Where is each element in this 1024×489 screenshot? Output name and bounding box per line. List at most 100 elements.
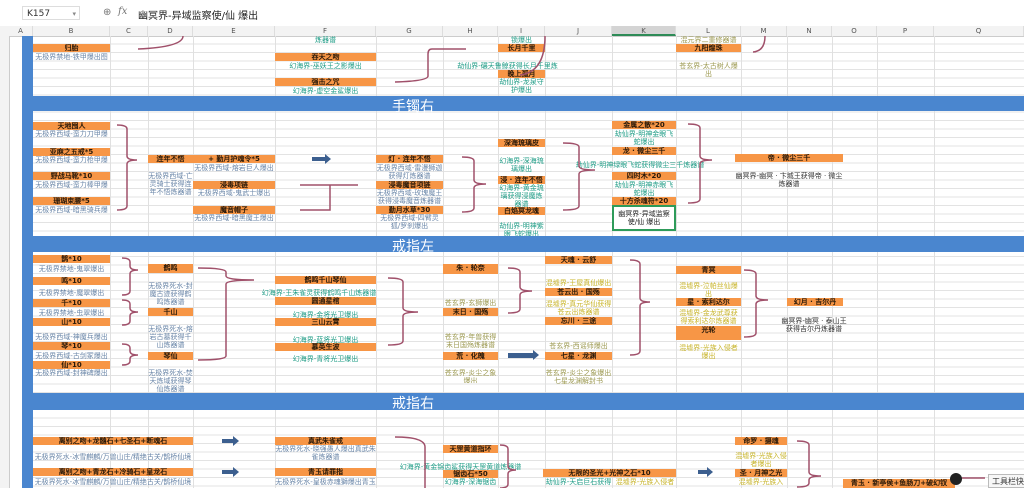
item-name-cell[interactable]: 真武朱雀戒: [275, 437, 376, 445]
source-note-cell[interactable]: 幻海界-黄金锦齿鲨获得天罡黄道炼器谱: [399, 463, 522, 471]
chevron-down-icon[interactable]: ▾: [72, 10, 76, 18]
source-note-cell[interactable]: 无极界死水-冰雪麒麟/万兽山庄/精绝古关/鹊桥仙境: [34, 453, 192, 461]
source-note-cell[interactable]: 幻海界-深海锯齿: [444, 478, 497, 486]
source-note-cell[interactable]: 幻海界-蓝将光卫爆出: [292, 336, 359, 344]
column-header-a[interactable]: A: [9, 26, 33, 36]
source-note-cell[interactable]: 苍玄界-西谣师爆出: [549, 342, 608, 350]
item-name-cell[interactable]: 强击之咒: [275, 78, 376, 86]
item-name-cell[interactable]: 苍云出 · 国殇: [545, 288, 612, 296]
source-note-cell[interactable]: 苍玄界-炎尘之象爆出七星龙渊解封书: [545, 369, 612, 385]
item-name-cell[interactable]: 龙 · 微尘三千: [612, 147, 676, 155]
item-name-cell[interactable]: 浸毒魔音项链: [376, 181, 443, 189]
source-note-cell[interactable]: 幻海界-王朱雀灵获得鹤鸣千山炼器谱: [261, 289, 377, 297]
source-note-cell[interactable]: 混墟界-真元华仙获得苍云出炼器谱: [545, 300, 612, 316]
item-name-cell[interactable]: 离别之吻+龙髓石+七圣石+断魂石: [33, 437, 193, 445]
source-note-cell[interactable]: 劫仙界-明神紫眼飞蛇爆出: [499, 222, 544, 236]
source-note-cell[interactable]: 无极界西域-四臂灵狐/罗刹爆出: [380, 214, 439, 230]
column-header-j[interactable]: J: [545, 26, 612, 36]
column-header-p[interactable]: P: [877, 26, 934, 36]
source-note-cell[interactable]: 无极界西域-熔岩巨人爆出: [194, 164, 274, 172]
item-name-cell[interactable]: 浸毒项链: [193, 181, 275, 189]
column-header-o[interactable]: O: [832, 26, 877, 36]
column-header-m[interactable]: M: [741, 26, 787, 36]
item-name-cell[interactable]: 晚上孤月: [498, 70, 545, 78]
source-note-cell[interactable]: 无极界西域-蛮力棒甲爆出: [35, 181, 108, 189]
item-name-cell[interactable]: 鹤鸣: [148, 264, 193, 273]
source-note-cell[interactable]: 混墟界-王屋真仙爆出: [545, 279, 612, 287]
source-note-cell[interactable]: 混墟界-光族入: [738, 478, 784, 486]
source-note-cell[interactable]: 幻海界-虚空金鲨爆出: [292, 87, 359, 95]
item-name-cell[interactable]: 荒 · 化魄: [443, 352, 498, 360]
source-note-cell[interactable]: 劫仙界-碾天鲁鲸获得长月千里炼器谱: [457, 62, 558, 70]
source-note-cell[interactable]: 劫仙界-天启巨石获得: [545, 478, 612, 486]
item-name-cell[interactable]: 鸣*10: [33, 277, 110, 285]
source-note-cell[interactable]: 无极界西域-鬼武士爆出: [197, 189, 271, 197]
item-name-cell[interactable]: 忘川 · 三途: [545, 317, 612, 325]
source-note-cell[interactable]: 劫仙界-明神金眼飞蛇爆出: [614, 130, 674, 146]
source-note-cell[interactable]: 幻海界-黄金琉璃获得浸魔炼器谱: [499, 184, 544, 207]
source-note-cell[interactable]: 无极界西域-暗黑魔王爆出: [194, 214, 274, 222]
item-name-cell[interactable]: 三山云霄: [275, 318, 376, 326]
zoom-icon[interactable]: ⊕: [103, 7, 112, 18]
column-header-d[interactable]: D: [148, 26, 193, 36]
source-note-cell[interactable]: 混墟界-光族入侵者爆出: [735, 452, 787, 467]
source-note-cell[interactable]: 苍玄界-炎尘之象爆出: [444, 369, 497, 383]
source-note-cell[interactable]: 劫仙界-明神绿眼飞蛇获得微尘三千炼器谱: [575, 161, 705, 169]
source-note-cell[interactable]: 混元界二重修器谱: [680, 36, 737, 44]
item-name-cell[interactable]: 金属之散*20: [612, 121, 676, 129]
source-note-cell[interactable]: 无极界西域-神魔兵爆出: [35, 333, 108, 341]
item-name-cell[interactable]: 灯 · 连年不悟: [376, 155, 443, 163]
source-note-cell[interactable]: 无极界禁地-虫翠爆出: [38, 309, 105, 317]
item-name-cell[interactable]: 亚麻之五戒*5: [33, 148, 110, 156]
source-note-cell[interactable]: 混墟界-金龙武尊获得索利达尔炼器谱: [679, 309, 738, 325]
source-note-cell[interactable]: 幻海界-金将光卫爆出: [292, 311, 359, 319]
item-name-cell[interactable]: 琴*10: [33, 342, 110, 350]
item-name-cell[interactable]: + 勤月护魂令*5: [193, 155, 275, 163]
source-note-cell[interactable]: 无极界西域-暗黑骑兵爆出: [35, 206, 108, 214]
item-name-cell[interactable]: 九阳煌珠: [676, 44, 741, 52]
source-note-cell[interactable]: 无极界死水-冰雪麒麟/万兽山庄/精绝古关/鹊桥仙境: [34, 478, 192, 486]
source-note-cell[interactable]: 幽冥界-幽冥 · 卞城王获得帝 · 微尘炼器谱: [735, 172, 843, 188]
column-header-k[interactable]: K: [612, 26, 676, 36]
item-name-cell[interactable]: 幻月 · 吉尔丹: [787, 298, 843, 306]
item-name-cell[interactable]: 珊瑚束腰*5: [33, 197, 110, 205]
name-box[interactable]: K157 ▾: [22, 6, 80, 20]
item-name-cell[interactable]: 无限的圣光+光神之石*10: [543, 469, 676, 477]
item-name-cell[interactable]: 圆通星棺: [275, 297, 376, 305]
selected-cell[interactable]: 幽冥界-异域监察使/仙 爆出: [612, 205, 676, 231]
column-header-i[interactable]: I: [498, 26, 545, 36]
item-name-cell[interactable]: 天地囤人: [33, 122, 110, 130]
source-note-cell[interactable]: 无极界西域-古剑冢爆出: [35, 352, 108, 360]
source-note-cell[interactable]: 劫仙界-明神赤眼飞蛇爆出: [614, 181, 674, 197]
source-note-cell[interactable]: 无极界禁地-魔翠爆出: [38, 289, 105, 297]
column-header-e[interactable]: E: [193, 26, 275, 36]
source-note-cell[interactable]: 无极界死水-封魔古迹获得鹤鸣炼器谱: [148, 282, 193, 306]
item-name-cell[interactable]: 青玉请罪指: [275, 468, 376, 476]
source-note-cell[interactable]: 混墟界-光族入侵者爆出: [679, 344, 738, 360]
source-note-cell[interactable]: 无极界西域-玫瑰魔王获得浸毒魔音炼器谱: [376, 189, 443, 205]
column-header-h[interactable]: H: [443, 26, 498, 36]
item-name-cell[interactable]: 山*10: [33, 318, 110, 326]
item-name-cell[interactable]: 七星 · 龙渊: [545, 352, 612, 360]
column-header-f[interactable]: F: [275, 26, 376, 36]
column-header-n[interactable]: N: [787, 26, 832, 36]
source-note-cell[interactable]: 无极界死水-晓强愚人爆出真武朱雀炼器谱: [275, 445, 376, 461]
fx-icon[interactable]: fx: [118, 6, 128, 17]
item-name-cell[interactable]: 天罡黄道指环: [443, 445, 498, 453]
item-name-cell[interactable]: 鹤鸣千山琴仙: [275, 276, 376, 284]
source-note-cell[interactable]: 无极界西域-蛮力刀甲爆出: [35, 130, 108, 138]
formula-input[interactable]: 幽冥界-异域监察使/仙 爆出: [138, 11, 259, 22]
source-note-cell[interactable]: 无极界西域-亡灵骑士获得连年不悟炼器谱: [148, 172, 193, 196]
item-name-cell[interactable]: 朱 · 轮奈: [443, 264, 498, 274]
item-name-cell[interactable]: 深海琉璃皮: [498, 139, 545, 147]
source-note-cell[interactable]: 混墟界-光族入侵者: [615, 478, 675, 486]
item-name-cell[interactable]: 归胎: [33, 44, 110, 52]
source-note-cell[interactable]: 无极界西域-雷漫狮迦获得灯炼器谱: [376, 164, 443, 180]
item-name-cell[interactable]: 仙*10: [33, 361, 110, 369]
item-name-cell[interactable]: 十方杀魂符*20: [612, 197, 676, 205]
source-note-cell[interactable]: 幻海界-青将光卫爆出: [292, 355, 359, 363]
item-name-cell[interactable]: 勤月水草*30: [376, 206, 443, 214]
item-name-cell[interactable]: 千山: [148, 308, 193, 316]
source-note-cell[interactable]: 锁爆出: [511, 36, 532, 44]
source-note-cell[interactable]: 无极界死水-熔岩古墓获得千山炼器谱: [148, 325, 193, 348]
